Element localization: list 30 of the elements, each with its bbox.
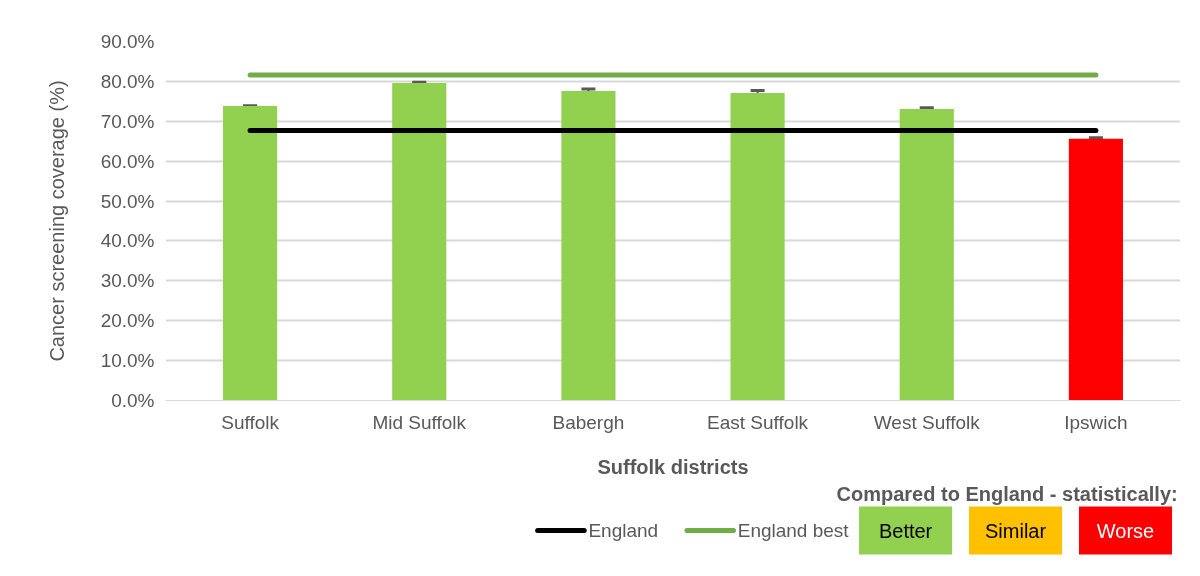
x-axis-title: Suffolk districts [597,455,749,478]
text: Better [878,519,933,542]
bar [730,92,785,401]
text: Worse [1096,519,1155,542]
y-tick-label: 10.0% [100,350,155,372]
bar [899,108,954,401]
legend-title: Compared to England - statistically: [836,482,1178,505]
bar [392,82,447,401]
bar [223,106,278,401]
x-tick-label: Suffolk [221,411,280,433]
y-tick-label: 20.0% [100,310,155,332]
y-tick-label: 80.0% [100,70,155,92]
y-tick-label: 40.0% [100,230,155,252]
y-tick-label: 60.0% [100,150,155,172]
legend-label: England best [737,520,850,541]
y-axis-title: Cancer screening coverage (%) [45,80,68,362]
y-tick-label: 70.0% [100,110,155,132]
x-tick-label: East Suffolk [707,411,809,433]
x-tick-label: Ipswich [1064,411,1128,433]
y-tick-label: 30.0% [100,270,155,292]
text: Similar [985,519,1047,542]
x-tick-label: Babergh [552,411,625,433]
x-tick-label: West Suffolk [873,411,981,433]
x-tick-label: Mid Suffolk [372,411,467,433]
legend-label: England [588,520,659,541]
y-tick-label: 90.0% [100,31,155,52]
bar [561,90,616,401]
y-tick-label: 0.0% [111,390,155,411]
bar [1068,138,1123,401]
y-tick-label: 50.0% [100,190,155,212]
